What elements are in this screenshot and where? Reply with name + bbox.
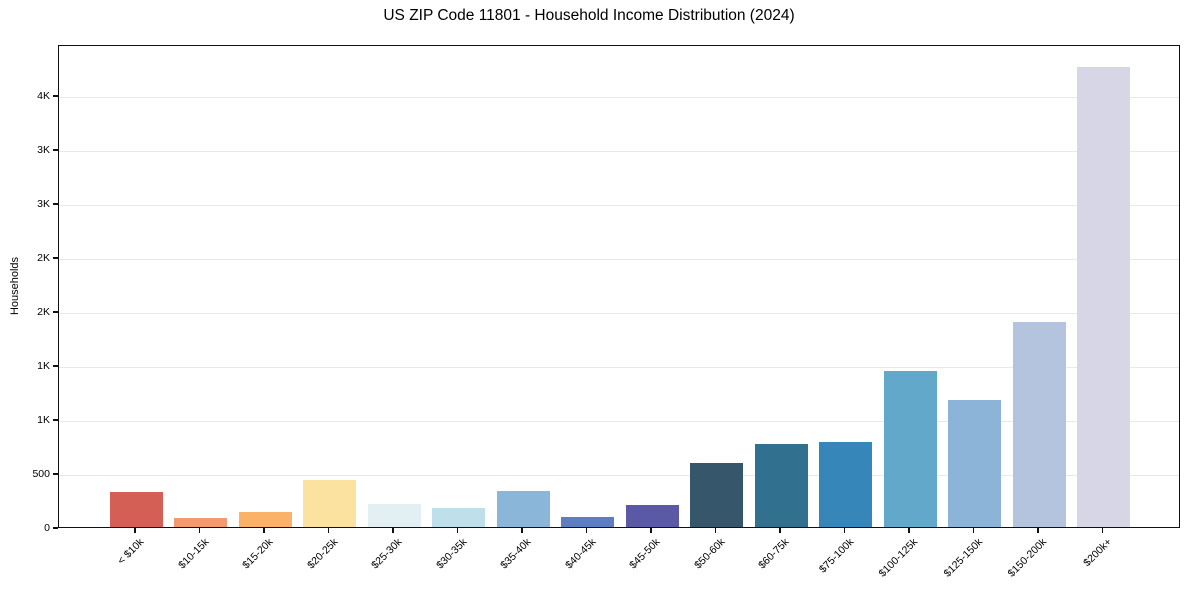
y-tick-label: 4K	[37, 89, 50, 102]
y-tick-label: 3K	[37, 197, 50, 210]
y-tick-label: 1K	[37, 359, 50, 372]
bar-125-150k	[948, 400, 1001, 527]
bar-40-45k	[561, 517, 614, 527]
bar-45-50k	[625, 505, 679, 527]
x-tick-mark	[714, 528, 717, 533]
gridline	[59, 96, 1179, 98]
plot-area	[58, 45, 1180, 528]
x-tick-mark	[843, 528, 846, 533]
x-tick-label: $20-25k	[304, 536, 340, 572]
x-tick-mark	[1101, 528, 1104, 533]
y-tick-label: 2K	[37, 251, 50, 264]
x-tick-label: $25-30k	[369, 536, 405, 572]
y-tick-label: 500	[32, 468, 50, 480]
bar-75-100k	[819, 441, 872, 527]
bar-10-15k	[174, 517, 227, 527]
x-tick-mark	[392, 528, 394, 533]
x-tick-mark	[456, 528, 459, 533]
x-tick-label: $200k+	[1080, 536, 1114, 570]
x-tick-mark	[1037, 528, 1039, 533]
x-tick-mark	[263, 528, 265, 533]
y-tick-mark	[53, 257, 58, 259]
x-tick-label: $125-150k	[941, 536, 985, 580]
y-tick-mark	[53, 149, 58, 151]
bar-200k	[1077, 66, 1130, 527]
bar-150-200k	[1012, 321, 1066, 527]
gridline	[59, 366, 1179, 368]
x-tick-mark	[972, 528, 975, 533]
x-tick-label: $60-75k	[756, 536, 792, 572]
bar-60-75k	[754, 443, 808, 527]
gridline	[59, 204, 1179, 206]
bar-10k	[109, 492, 163, 527]
x-tick-mark	[779, 528, 781, 533]
gridline	[59, 420, 1179, 422]
x-tick-mark	[521, 528, 523, 533]
y-tick-label: 1K	[37, 413, 50, 426]
x-tick-label: $100-125k	[876, 536, 921, 580]
y-tick-mark	[53, 311, 58, 313]
x-tick-label: $30-35k	[433, 536, 469, 572]
y-tick-mark	[53, 365, 58, 367]
x-tick-mark	[198, 528, 201, 533]
y-tick-label: 2K	[37, 305, 50, 318]
bar-15-20k	[238, 511, 292, 527]
y-tick-mark	[53, 419, 58, 421]
x-tick-mark	[327, 528, 330, 533]
x-tick-mark	[585, 528, 588, 533]
bar-100-125k	[883, 370, 937, 527]
x-tick-mark	[908, 528, 910, 533]
gridline	[59, 475, 1179, 476]
y-tick-label: 3K	[37, 143, 50, 156]
x-tick-label: $10-15k	[175, 536, 211, 572]
x-tick-label: $75-100k	[816, 536, 856, 576]
bar-20-25k	[303, 480, 356, 527]
chart-title: US ZIP Code 11801 - Household Income Dis…	[383, 7, 795, 24]
bar-50-60k	[690, 463, 743, 527]
gridline	[59, 312, 1179, 314]
y-tick-mark	[53, 473, 58, 475]
x-tick-label: $45-50k	[627, 536, 663, 572]
x-tick-label: $50-60k	[691, 536, 727, 572]
gridline	[59, 150, 1179, 152]
y-tick-mark	[53, 527, 58, 529]
x-tick-label: $150-200k	[1005, 536, 1050, 580]
bar-30-35k	[432, 508, 485, 527]
y-tick-label: 0	[44, 522, 50, 534]
x-tick-label: $15-20k	[240, 536, 276, 572]
x-tick-label: $35-40k	[498, 536, 534, 572]
x-tick-label: < $10k	[115, 536, 147, 567]
x-tick-mark	[134, 528, 136, 533]
gridline	[59, 258, 1179, 260]
x-tick-mark	[650, 528, 652, 533]
bar-35-40k	[496, 491, 550, 527]
bar-25-30k	[367, 504, 421, 527]
y-tick-mark	[53, 203, 58, 205]
y-tick-mark	[53, 95, 58, 97]
x-tick-label: $40-45k	[562, 536, 598, 572]
